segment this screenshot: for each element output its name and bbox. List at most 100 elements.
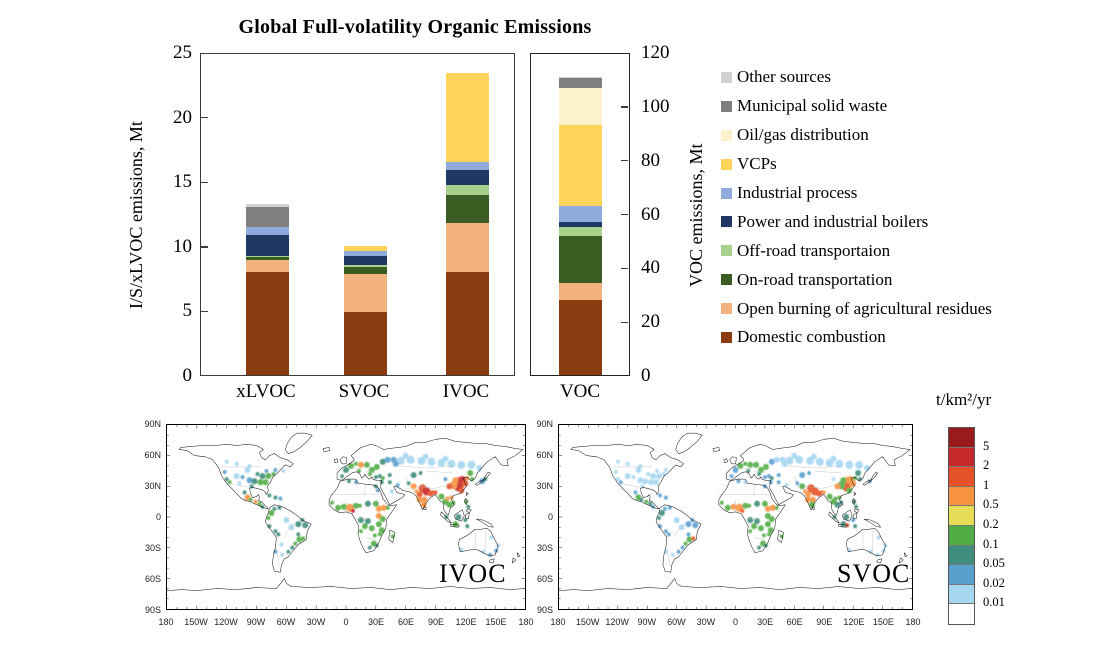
- emission-spot: [253, 499, 258, 504]
- category-label-ivoc: IVOC: [442, 381, 490, 402]
- lon-label-120W: 120W: [214, 617, 238, 627]
- lat-label-0: 0: [547, 512, 553, 522]
- legend-label: Power and industrial boilers: [737, 211, 929, 231]
- lon-label-150E: 150E: [485, 617, 507, 627]
- legend-swatch: [721, 71, 732, 83]
- map-ivoc: IVOC: [166, 424, 526, 610]
- emission-spot: [747, 461, 754, 468]
- emission-spot: [277, 505, 282, 510]
- bar-segment: [446, 72, 489, 162]
- emission-spot: [265, 473, 272, 480]
- emission-spot: [377, 474, 382, 479]
- emission-spot: [387, 473, 392, 478]
- emission-spot: [795, 455, 804, 464]
- emission-spot: [826, 493, 833, 500]
- emission-spot: [761, 533, 766, 538]
- bar-segment: [559, 299, 602, 375]
- emission-spot: [730, 503, 737, 510]
- right-axis-tick-0: 0: [641, 365, 651, 386]
- emission-spot: [624, 473, 631, 480]
- lat-label-30N: 30N: [144, 481, 161, 491]
- emission-spot: [357, 461, 364, 468]
- emission-spot: [240, 475, 245, 480]
- emission-spot: [618, 480, 623, 485]
- emission-spot: [719, 500, 724, 505]
- emission-spot: [831, 477, 836, 482]
- emission-spot: [678, 524, 685, 531]
- emission-spot: [356, 468, 361, 474]
- legend-swatch: [721, 129, 732, 141]
- emission-spot: [406, 455, 415, 464]
- colorbar-cell-1: [949, 447, 974, 468]
- legend-label: Off-road transportaion: [737, 240, 891, 260]
- lon-label-120E: 120E: [455, 617, 477, 627]
- emission-spot: [762, 475, 767, 480]
- left-axis-tickmark-10: [201, 246, 208, 248]
- category-label-svoc: SVOC: [338, 381, 390, 402]
- emission-spot: [293, 541, 298, 546]
- lon-label-90W: 90W: [637, 617, 656, 627]
- right-axis-tick-60: 60: [641, 203, 660, 225]
- emission-spot: [663, 467, 668, 473]
- emission-spot: [406, 481, 411, 486]
- emission-spot: [638, 463, 643, 468]
- emission-spot: [639, 497, 644, 502]
- colorbar-label-2: 2: [983, 458, 990, 473]
- emission-spot: [467, 469, 474, 477]
- emission-spot: [768, 458, 775, 465]
- lon-label-30E: 30E: [367, 617, 384, 627]
- emission-spot: [670, 552, 675, 557]
- legend-swatch: [721, 303, 732, 315]
- right-axis-tick-100: 100: [641, 95, 670, 117]
- emission-spot: [753, 461, 760, 468]
- emission-spot: [854, 504, 859, 509]
- bar-segment: [344, 274, 387, 312]
- emission-spot: [224, 459, 229, 464]
- legend-item-6: Off-road transportaion: [721, 236, 992, 265]
- emission-spot: [379, 458, 386, 465]
- emission-spot: [766, 532, 771, 537]
- emission-spot: [380, 504, 387, 511]
- colorbar-cell-0: [949, 428, 974, 448]
- emission-spot: [335, 504, 342, 511]
- emission-spot: [367, 545, 372, 550]
- emission-spot: [757, 545, 761, 550]
- emission-spot: [268, 509, 275, 516]
- left-axis-tickmark-20: [201, 117, 208, 119]
- emission-spot: [613, 469, 618, 475]
- emission-spot: [625, 461, 630, 466]
- emission-spot: [676, 549, 681, 554]
- emission-spot: [655, 468, 660, 474]
- bar-segment: [559, 236, 602, 283]
- bar-segment: [246, 260, 289, 272]
- legend-item-7: On-road transportation: [721, 265, 992, 294]
- colorbar-label-1: 1: [983, 477, 990, 492]
- emission-spot: [273, 529, 278, 534]
- right-axis-tickmark-100: [621, 106, 628, 108]
- emission-spot: [747, 503, 752, 508]
- emission-spot: [242, 490, 247, 495]
- bar-segment: [559, 76, 602, 79]
- emission-spot: [396, 456, 405, 465]
- emission-spot: [427, 457, 436, 466]
- bar-segment: [559, 222, 602, 227]
- right-axis-tickmark-20: [621, 321, 628, 323]
- lon-label-180: 180: [550, 617, 566, 627]
- emission-spot: [805, 491, 812, 498]
- emission-spot: [481, 549, 486, 554]
- emission-spot: [379, 515, 386, 523]
- emission-spot: [680, 545, 685, 550]
- emission-spot: [283, 517, 290, 524]
- lon-label-60E: 60E: [786, 617, 803, 627]
- emission-spot: [410, 483, 417, 490]
- emission-spot: [747, 517, 754, 524]
- legend-item-3: VCPs: [721, 150, 992, 179]
- emission-spot: [350, 508, 355, 513]
- emission-spot: [830, 455, 837, 462]
- lat-label-60N: 60N: [144, 450, 161, 460]
- left-axis-tick-15: 15: [173, 171, 192, 193]
- bar-segment: [559, 124, 602, 206]
- lat-label-60S: 60S: [536, 574, 553, 584]
- bar-segment: [246, 207, 289, 228]
- emission-spot: [465, 476, 470, 481]
